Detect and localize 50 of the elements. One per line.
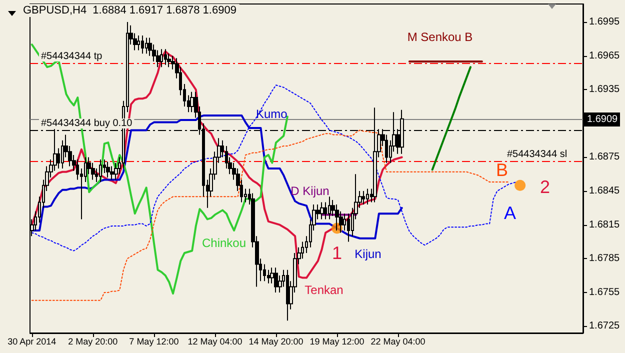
candlestick	[145, 37, 148, 54]
y-tick-label: 1.6815	[589, 219, 620, 230]
candlestick	[164, 48, 167, 66]
annotation: 1	[332, 243, 342, 264]
candlestick	[286, 269, 289, 322]
ref-line-label: #54434344 sl	[507, 149, 568, 160]
series-label: Tenkan	[304, 283, 344, 297]
y-tick-label: 1.6995	[589, 16, 620, 28]
series-label: M Senkou B	[407, 30, 473, 44]
line-series	[30, 44, 288, 295]
candlestick	[99, 158, 102, 183]
ref-line-label: 1.6909	[587, 114, 618, 125]
line-series	[431, 66, 472, 171]
y-tick-label: 1.6845	[589, 186, 620, 197]
chart-title: GBPUSD,H4 1.6884 1.6917 1.6878 1.6909	[23, 4, 236, 16]
candlestick	[110, 166, 114, 180]
annotation: Kumo	[256, 107, 288, 121]
candlestick	[366, 188, 369, 206]
series-label: D Kijun	[290, 184, 330, 198]
x-tick-label: 22 May 04:00	[370, 336, 426, 346]
y-tick-label: 1.6755	[589, 286, 620, 298]
y-tick-label: 1.6935	[589, 84, 620, 96]
series-label: Kijun	[354, 247, 382, 261]
x-tick-label: 30 Apr 2014	[8, 336, 56, 346]
candlestick	[141, 35, 144, 54]
candlestick	[160, 48, 163, 68]
candlestick	[328, 196, 331, 220]
y-tick-label: 1.6725	[589, 320, 620, 332]
line-series	[30, 50, 403, 279]
x-tick-label: 12 May 04:00	[188, 336, 242, 346]
candlestick	[362, 190, 365, 206]
x-tick-label: 14 May 20:00	[248, 336, 304, 346]
series-label: A	[504, 203, 516, 223]
ref-line-label: #54434344 buy 0.10	[41, 118, 133, 129]
candlestick	[335, 204, 339, 231]
series-label: B	[496, 160, 508, 180]
y-tick-label: 1.6965	[589, 50, 620, 62]
candlestick	[106, 161, 110, 178]
y-tick-label: 1.6875	[589, 152, 620, 163]
x-tick-label: 2 May 20:00	[68, 336, 118, 346]
candlestick	[320, 202, 324, 220]
candlestick	[137, 35, 140, 51]
annotation: 2	[540, 177, 550, 197]
x-tick-label: 19 May 12:00	[310, 336, 364, 346]
y-tick-label: 1.6785	[589, 253, 620, 264]
candlestick	[167, 53, 171, 68]
candlestick	[274, 267, 278, 293]
series-label: Chinkou	[202, 236, 246, 250]
x-tick-label: 7 May 12:00	[129, 336, 179, 346]
ref-line-label: #54434344 tp	[41, 51, 103, 62]
